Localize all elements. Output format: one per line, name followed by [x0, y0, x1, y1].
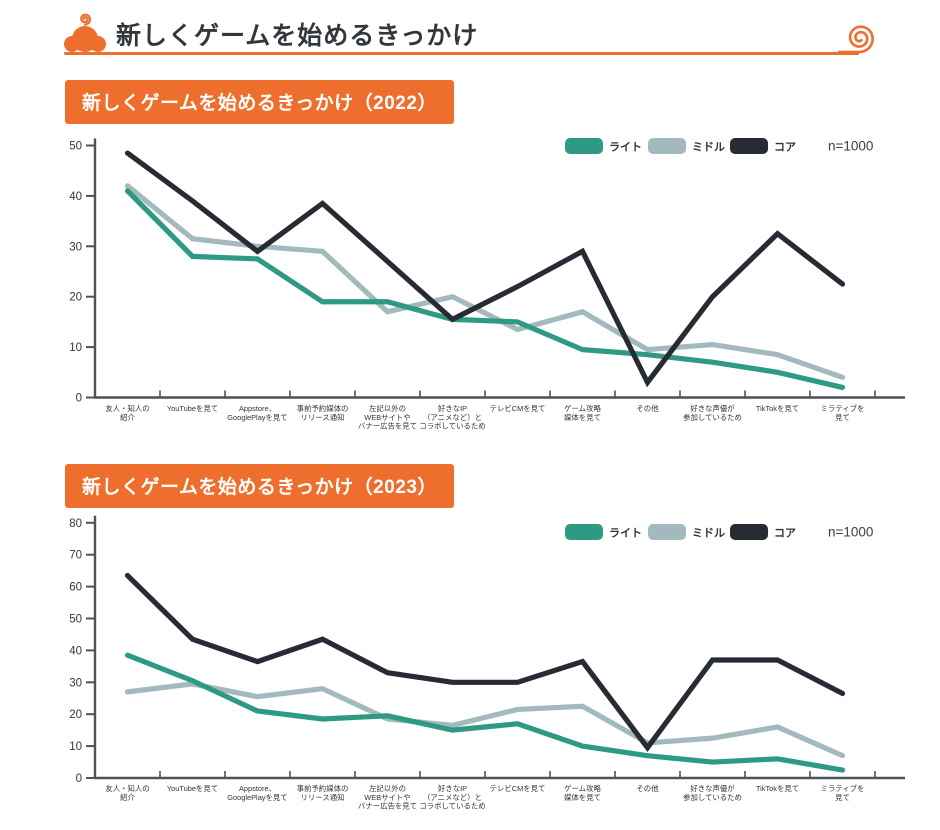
x-category-label: ゲーム攻略媒体を見て [564, 784, 601, 802]
y-tick-label: 0 [76, 773, 82, 785]
x-category-label: 好きな声優が参加しているため [683, 784, 742, 802]
y-tick-label: 20 [69, 709, 82, 721]
x-category-label: テレビCMを見て [490, 404, 546, 413]
line-chart-2022: 0 10 20 30 40 50 友人・知人の紹介 YouTubeを見て Appstore、 Go… [69, 138, 905, 431]
page-title: 新しくゲームを始めるきっかけ [116, 22, 479, 50]
x-category-label: YouTubeを見て [167, 404, 218, 413]
chart-2023-title-badge: 新しくゲームを始めるきっかけ（2023） [65, 464, 454, 508]
y-tick-label: 50 [69, 141, 82, 153]
series-line-ライト [124, 652, 846, 773]
x-category-label: その他 [636, 404, 659, 413]
series-line-ミドル [124, 183, 846, 380]
x-category-label: 好きなIP （アニメなど）とコラボしているため [419, 404, 485, 431]
series-line-ミドル [124, 681, 846, 759]
legend-label: ミドル [692, 141, 725, 154]
x-category-label: 友人・知人の紹介 [105, 404, 149, 422]
y-tick-label: 0 [76, 393, 82, 405]
x-category-label: Appstore、 GooglePlayを見て [227, 404, 287, 422]
legend-label: コア [774, 141, 796, 154]
legend-swatch-コア [730, 524, 768, 540]
legend-swatch-ミドル [648, 138, 686, 154]
y-tick-label: 30 [69, 241, 82, 253]
x-category-label: TikTokを見て [756, 404, 799, 413]
x-category-label: 事前予約媒体のリリース通知 [297, 784, 349, 802]
y-tick-label: 60 [69, 582, 82, 594]
spiral-end-icon [838, 25, 874, 54]
legend-label: ミドル [692, 527, 725, 540]
x-category-label: ミラティブを見て [821, 784, 865, 802]
series-line-ライト [124, 188, 846, 391]
x-category-label: 友人・知人の紹介 [105, 784, 149, 802]
y-tick-label: 40 [69, 645, 82, 657]
x-category-label: 左記以外の WEBサイトやバナー広告を見て [358, 784, 417, 811]
page-header: 新しくゲームを始めるきっかけ [60, 8, 880, 58]
x-category-label: YouTubeを見て [167, 784, 218, 793]
header-underline [64, 52, 859, 55]
series-line-コア [124, 150, 846, 388]
x-category-label: ゲーム攻略媒体を見て [564, 404, 601, 422]
y-tick-label: 70 [69, 550, 82, 562]
legend-swatch-コア [730, 138, 768, 154]
y-tick-label: 10 [69, 342, 82, 354]
x-category-label: 好きな声優が参加しているため [683, 404, 742, 422]
x-category-label: ミラティブを見て [821, 404, 865, 422]
y-tick-label: 50 [69, 614, 82, 626]
legend-label: ライト [609, 527, 642, 540]
series-line-コア [124, 572, 846, 753]
sample-size-label: n=1000 [828, 525, 873, 540]
y-tick-label: 10 [69, 741, 82, 753]
x-category-label: 事前予約媒体のリリース通知 [297, 404, 349, 422]
x-category-label: 好きなIP （アニメなど）とコラボしているため [419, 784, 485, 811]
y-tick-label: 30 [69, 677, 82, 689]
legend-label: ライト [609, 141, 642, 154]
legend-swatch-ライト [565, 524, 603, 540]
legend-swatch-ミドル [648, 524, 686, 540]
y-tick-label: 80 [69, 518, 82, 530]
x-category-label: 左記以外の WEBサイトやバナー広告を見て [358, 404, 417, 431]
cloud-spiral-logo-icon [64, 12, 106, 52]
x-category-label: その他 [636, 784, 659, 793]
chart-2022-title-badge: 新しくゲームを始めるきっかけ（2022） [65, 80, 454, 124]
legend-swatch-ライト [565, 138, 603, 154]
sample-size-label: n=1000 [828, 139, 873, 154]
x-category-label: Appstore、 GooglePlayを見て [227, 784, 287, 802]
y-tick-label: 40 [69, 191, 82, 203]
line-chart-2023: 0 10 20 30 40 50 60 70 80 友人・知人の紹介 YouTubeを見て Appst… [69, 515, 905, 811]
legend-label: コア [774, 527, 796, 540]
x-category-label: テレビCMを見て [490, 784, 546, 793]
x-category-label: TikTokを見て [756, 784, 799, 793]
y-tick-label: 20 [69, 292, 82, 304]
